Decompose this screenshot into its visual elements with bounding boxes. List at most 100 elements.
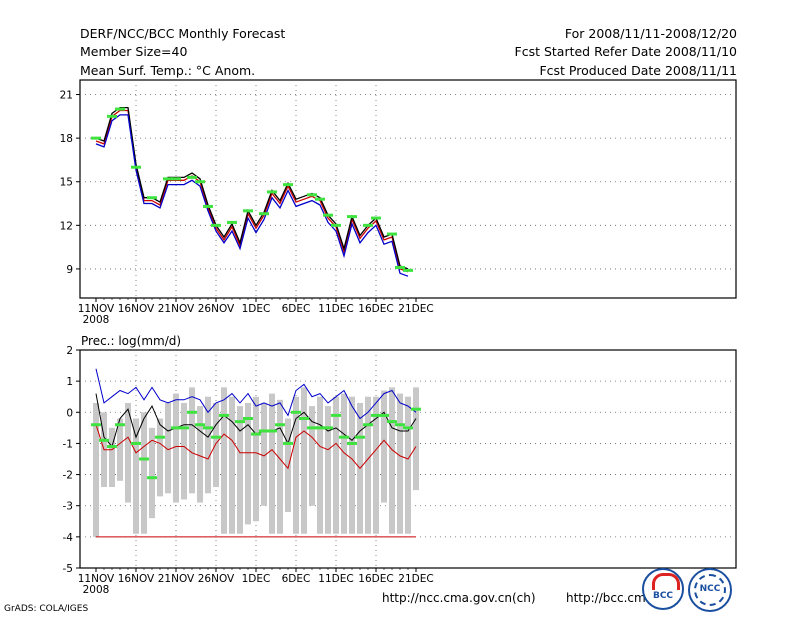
precip-observed-marker: [251, 432, 261, 436]
temp-observed-marker: [203, 204, 213, 208]
temp-y-tick-label: 12: [60, 220, 73, 232]
temp-y-tick-label: 21: [60, 90, 73, 102]
precip-range-bar: [229, 396, 235, 534]
precip-range-bar: [317, 396, 323, 534]
temp-x-tick-label: 1DEC: [242, 303, 271, 315]
ncc-url[interactable]: http://ncc.cma.gov.cn(ch): [382, 591, 536, 605]
precip-y-tick-label: 2: [66, 345, 73, 357]
temp-observed-marker: [331, 223, 341, 227]
precip-range-bar: [221, 387, 227, 534]
precip-range-bar: [301, 387, 307, 534]
precip-range-bar: [157, 418, 163, 497]
temp-y-tick-label: 18: [60, 133, 73, 145]
temp-observed-marker: [395, 265, 405, 269]
precip-range-bar: [381, 390, 387, 503]
precip-range-bar: [413, 387, 419, 491]
precip-x-tick-label: 16DEC: [358, 573, 393, 585]
temp-x-tick-label: 11NOV: [78, 303, 115, 315]
temp-series-member-upper: [95, 106, 409, 270]
temp-observed-marker: [371, 216, 381, 220]
precip-observed-marker: [155, 435, 165, 439]
forecast-produced-date: Fcst Produced Date 2008/11/11: [539, 63, 737, 78]
temp-series-member-lower: [95, 114, 409, 277]
precip-range-bar: [173, 393, 179, 503]
temp-x-tick-label: 21DEC: [398, 303, 433, 315]
precip-observed-marker: [355, 435, 365, 439]
precip-observed-marker: [339, 435, 349, 439]
temp-x-tick-label: 16DEC: [358, 303, 393, 315]
precip-observed-marker: [115, 423, 125, 427]
precip-observed-marker: [331, 413, 341, 417]
precip-observed-marker: [107, 445, 117, 449]
member-size-label: Member Size=40: [80, 44, 188, 59]
precip-range-bar: [205, 396, 211, 494]
precip-observed-marker: [259, 429, 269, 433]
grads-credit: GrADS: COLA/IGES: [4, 604, 89, 614]
precip-observed-marker: [147, 476, 157, 480]
bcc-url[interactable]: http://bcc.cma.gov.cn: [566, 591, 646, 605]
precip-range-bar: [197, 406, 203, 503]
precip-range-bar: [117, 418, 123, 481]
precip-range-bar: [389, 387, 395, 534]
temp-observed-marker: [195, 180, 205, 184]
precip-x-year-label: 2008: [83, 584, 110, 596]
precip-range-bar: [365, 396, 371, 534]
precip-observed-marker: [211, 435, 221, 439]
precip-range-bar: [141, 412, 147, 534]
temp-observed-marker: [227, 220, 237, 224]
precip-range-bar: [309, 406, 315, 506]
precip-range-bar: [261, 402, 267, 506]
precip-observed-marker: [291, 410, 301, 414]
precip-panel-title: Prec.: log(mm/d): [81, 334, 181, 348]
precip-range-bar: [373, 396, 379, 534]
precip-observed-marker: [203, 426, 213, 430]
precip-range-bar: [285, 418, 291, 512]
precip-range-bar: [341, 393, 347, 534]
precip-observed-marker: [299, 417, 309, 421]
temperature-panel: 9 12 15 18 21 11NOV 16NOV 21NOV 26NOV 1DEC 6DEC 11D…: [60, 79, 737, 326]
precip-x-tick-label: 6DEC: [282, 573, 311, 585]
precip-observed-marker: [395, 423, 405, 427]
temp-x-tick-label: 11DEC: [318, 303, 353, 315]
temp-observed-marker: [283, 183, 293, 187]
temp-y-tick-label: 15: [60, 177, 73, 189]
variable-label: Mean Surf. Temp.: °C Anom.: [80, 63, 256, 78]
precip-range-bar: [269, 393, 275, 534]
temp-x-tick-label: 6DEC: [282, 303, 311, 315]
precip-observed-marker: [323, 426, 333, 430]
temp-observed-marker: [315, 197, 325, 201]
precip-observed-marker: [347, 441, 357, 445]
forecast-start-date: Fcst Started Refer Date 2008/11/10: [514, 44, 738, 59]
precip-observed-marker: [139, 457, 149, 461]
precip-x-tick-label: 21NOV: [158, 573, 195, 585]
precip-range-bar: [189, 387, 195, 494]
temp-observed-marker: [259, 212, 269, 216]
temp-x-year-label: 2008: [83, 314, 110, 326]
temp-frame: [79, 79, 737, 299]
chart-title: DERF/NCC/BCC Monthly Forecast: [80, 26, 286, 41]
temp-y-tick-label: 9: [66, 264, 73, 276]
forecast-period: For 2008/11/11-2008/12/20: [564, 26, 737, 41]
ncc-logo-text: NCC: [699, 584, 721, 594]
precip-y-tick-label: -5: [63, 563, 73, 575]
precip-observed-marker: [363, 423, 373, 427]
precip-observed-marker: [179, 426, 189, 430]
precip-range-bar: [325, 406, 331, 534]
precip-observed-marker: [171, 426, 181, 430]
precip-observed-marker: [195, 423, 205, 427]
ncc-logo-ring-icon: [694, 574, 726, 606]
temp-observed-marker: [323, 213, 333, 217]
precip-y-tick-label: -2: [63, 470, 73, 482]
precip-range-bar: [405, 396, 411, 534]
precip-observed-marker: [187, 410, 197, 414]
precip-observed-marker: [387, 420, 397, 424]
precip-y-tick-label: -4: [63, 532, 74, 544]
ncc-logo: NCC: [688, 568, 732, 612]
precip-x-tick-label: 21DEC: [398, 573, 433, 585]
precip-observed-marker: [91, 423, 101, 427]
precip-series-lower: [95, 424, 417, 470]
precip-observed-marker: [283, 441, 293, 445]
precip-range-bar: [333, 396, 339, 534]
temp-x-tick-label: 26NOV: [198, 303, 235, 315]
temp-observed-marker: [363, 223, 373, 227]
